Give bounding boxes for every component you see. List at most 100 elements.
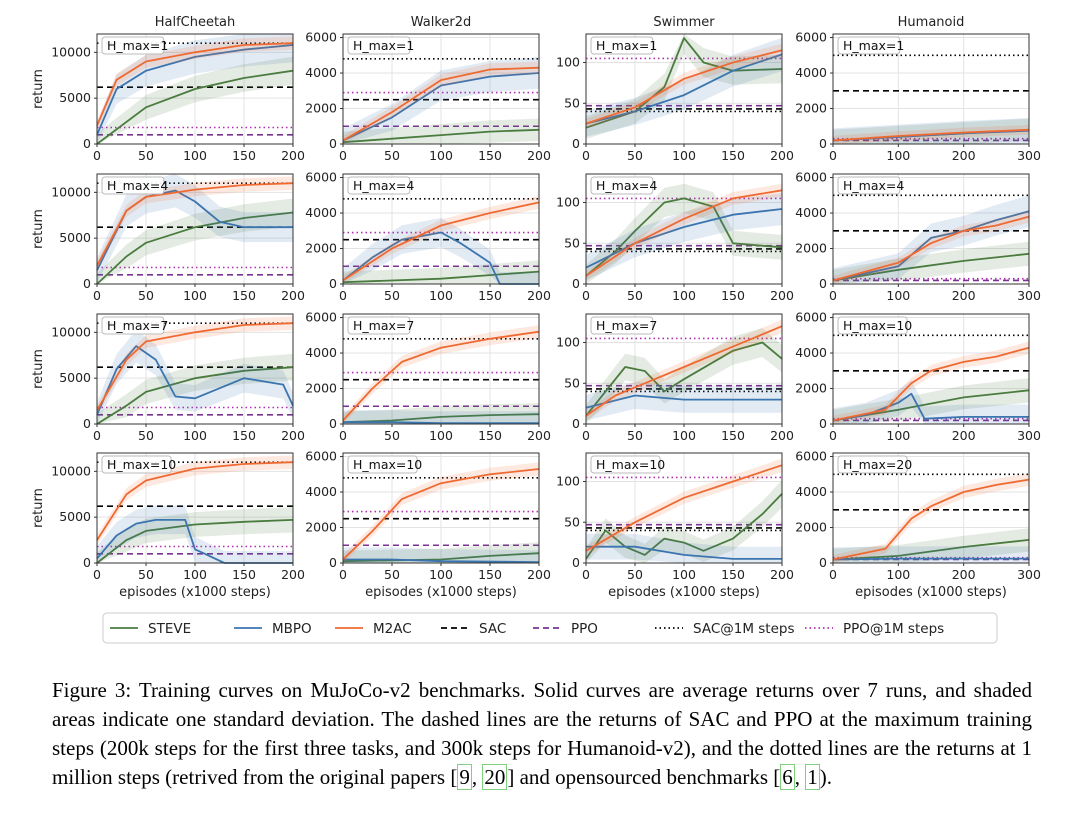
- y-axis-label: return: [31, 488, 46, 528]
- steve-band: [586, 183, 782, 284]
- x-tick-label: 50: [138, 288, 154, 303]
- y-tick-label: 2000: [305, 101, 337, 116]
- x-tick-label: 200: [770, 428, 794, 443]
- x-tick-label: 0: [339, 288, 347, 303]
- x-tick-label: 200: [281, 288, 305, 303]
- x-tick-label: 150: [721, 148, 745, 163]
- x-axis-label: episodes (x1000 steps): [855, 585, 1007, 600]
- steve-band: [586, 479, 782, 563]
- steve-line: [342, 128, 540, 144]
- m2ac-band: [586, 319, 782, 421]
- x-tick-label: 50: [138, 567, 154, 582]
- subplot: [583, 173, 783, 287]
- x-tick-label: 50: [384, 148, 400, 163]
- m2ac-line: [585, 189, 783, 277]
- y-tick-label: 6000: [305, 30, 337, 45]
- x-tick-label: 100: [183, 148, 207, 163]
- subplot: [830, 173, 1030, 287]
- m2ac-line: [96, 461, 294, 541]
- hmax-label: H_max=1: [107, 38, 168, 53]
- y-tick-label: 0: [819, 555, 827, 570]
- x-tick-label: 100: [183, 567, 207, 582]
- hmax-box: [101, 316, 165, 335]
- citation-link[interactable]: 1: [805, 764, 820, 790]
- mbpo-band: [97, 174, 293, 283]
- citation-link[interactable]: 9: [457, 764, 472, 790]
- steve-line: [96, 366, 294, 425]
- y-tick-label: 0: [83, 136, 91, 151]
- hmax-label: H_max=10: [596, 457, 665, 472]
- mbpo-line: [585, 208, 783, 269]
- y-tick-label: 6000: [305, 310, 337, 325]
- m2ac-line: [832, 215, 1030, 282]
- x-tick-label: 50: [384, 428, 400, 443]
- y-tick-label: 6000: [795, 30, 827, 45]
- hmax-box: [101, 455, 172, 474]
- x-tick-label: 50: [138, 148, 154, 163]
- citation-link[interactable]: 20: [482, 764, 508, 790]
- x-tick-label: 150: [478, 428, 502, 443]
- x-tick-label: 0: [829, 288, 837, 303]
- x-tick-label: 200: [527, 148, 551, 163]
- steve-line: [96, 211, 294, 285]
- x-tick-label: 50: [627, 288, 643, 303]
- y-tick-label: 6000: [795, 449, 827, 464]
- subplot: [94, 173, 294, 287]
- mbpo-band: [343, 217, 539, 284]
- m2ac-line: [585, 325, 783, 417]
- x-tick-label: 0: [93, 428, 101, 443]
- x-tick-label: 0: [93, 288, 101, 303]
- y-tick-label: 0: [83, 416, 91, 431]
- hmax-box: [837, 36, 901, 55]
- mbpo-line: [585, 53, 783, 125]
- subplot: [340, 452, 540, 566]
- x-tick-label: 50: [627, 567, 643, 582]
- y-tick-label: 0: [819, 136, 827, 151]
- x-tick-label: 0: [582, 567, 590, 582]
- x-tick-label: 100: [886, 567, 910, 582]
- m2ac-line: [342, 66, 540, 142]
- y-tick-label: 6000: [795, 310, 827, 325]
- x-tick-label: 0: [582, 428, 590, 443]
- hmax-label: H_max=1: [353, 38, 414, 53]
- subplot: [340, 33, 540, 147]
- mbpo-band: [97, 505, 293, 563]
- steve-band: [833, 528, 1029, 563]
- hmax-label: H_max=4: [353, 178, 414, 193]
- x-tick-label: 0: [93, 567, 101, 582]
- legend-label: M2AC: [373, 621, 412, 637]
- m2ac-band: [586, 458, 782, 556]
- hmax-label: H_max=10: [353, 457, 422, 472]
- m2ac-line: [832, 346, 1030, 422]
- hmax-label: H_max=4: [843, 178, 904, 193]
- y-tick-label: 4000: [795, 345, 827, 360]
- hmax-label: H_max=1: [843, 38, 904, 53]
- y-tick-label: 100: [556, 335, 580, 350]
- x-tick-label: 0: [582, 148, 590, 163]
- hmax-label: H_max=10: [843, 318, 912, 333]
- y-tick-label: 10000: [51, 463, 91, 478]
- subplot: [583, 313, 783, 427]
- x-tick-label: 0: [93, 148, 101, 163]
- mbpo-band: [586, 533, 782, 563]
- panel-title: Swimmer: [653, 15, 715, 30]
- y-tick-label: 4000: [305, 65, 337, 80]
- m2ac-line: [342, 468, 540, 561]
- y-tick-label: 2000: [795, 101, 827, 116]
- steve-line: [585, 493, 783, 560]
- m2ac-band: [833, 341, 1029, 424]
- x-tick-label: 100: [672, 148, 696, 163]
- x-tick-label: 300: [1017, 428, 1041, 443]
- y-tick-label: 4000: [795, 484, 827, 499]
- x-axis-label: episodes (x1000 steps): [365, 585, 517, 600]
- x-tick-label: 150: [721, 567, 745, 582]
- y-axis-label: return: [31, 209, 46, 249]
- mbpo-line: [96, 345, 294, 416]
- x-tick-label: 100: [429, 288, 453, 303]
- x-tick-label: 100: [429, 428, 453, 443]
- hmax-box: [837, 176, 901, 195]
- y-tick-label: 100: [556, 55, 580, 70]
- hmax-box: [101, 36, 165, 55]
- x-tick-label: 0: [582, 288, 590, 303]
- citation-link[interactable]: 6: [780, 764, 795, 790]
